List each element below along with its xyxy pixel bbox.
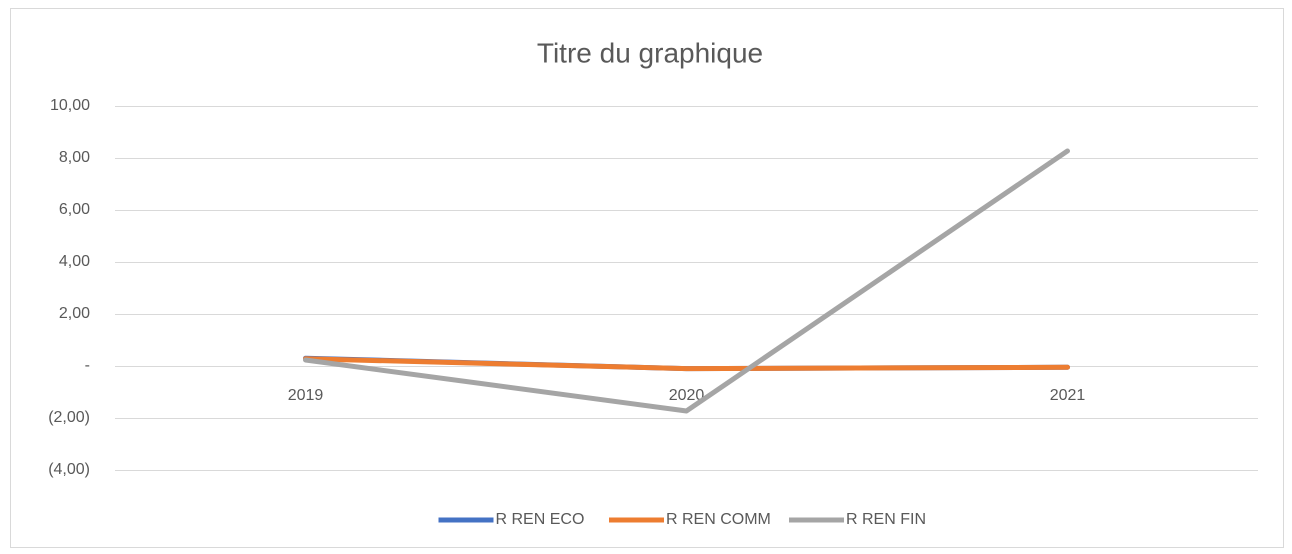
series-line (303, 356, 1070, 372)
y-tick-label: (2,00) (48, 409, 90, 426)
y-tick-label: - (85, 357, 90, 374)
legend-label: R REN COMM (666, 511, 771, 528)
chart-border (10, 8, 1284, 548)
y-tick-label: 6,00 (59, 201, 90, 218)
x-tick-label: 2021 (1050, 387, 1086, 404)
series-line (303, 148, 1070, 414)
y-tick-label: 8,00 (59, 149, 90, 166)
x-tick-label: 2020 (669, 387, 705, 404)
legend-label: R REN ECO (496, 511, 585, 528)
chart-title: Titre du graphique (537, 37, 763, 68)
y-tick-label: 4,00 (59, 253, 90, 270)
y-tick-label: 2,00 (59, 305, 90, 322)
legend-label: R REN FIN (846, 511, 926, 528)
y-tick-label: (4,00) (48, 461, 90, 478)
x-tick-label: 2019 (288, 387, 324, 404)
y-tick-label: 10,00 (50, 97, 90, 114)
